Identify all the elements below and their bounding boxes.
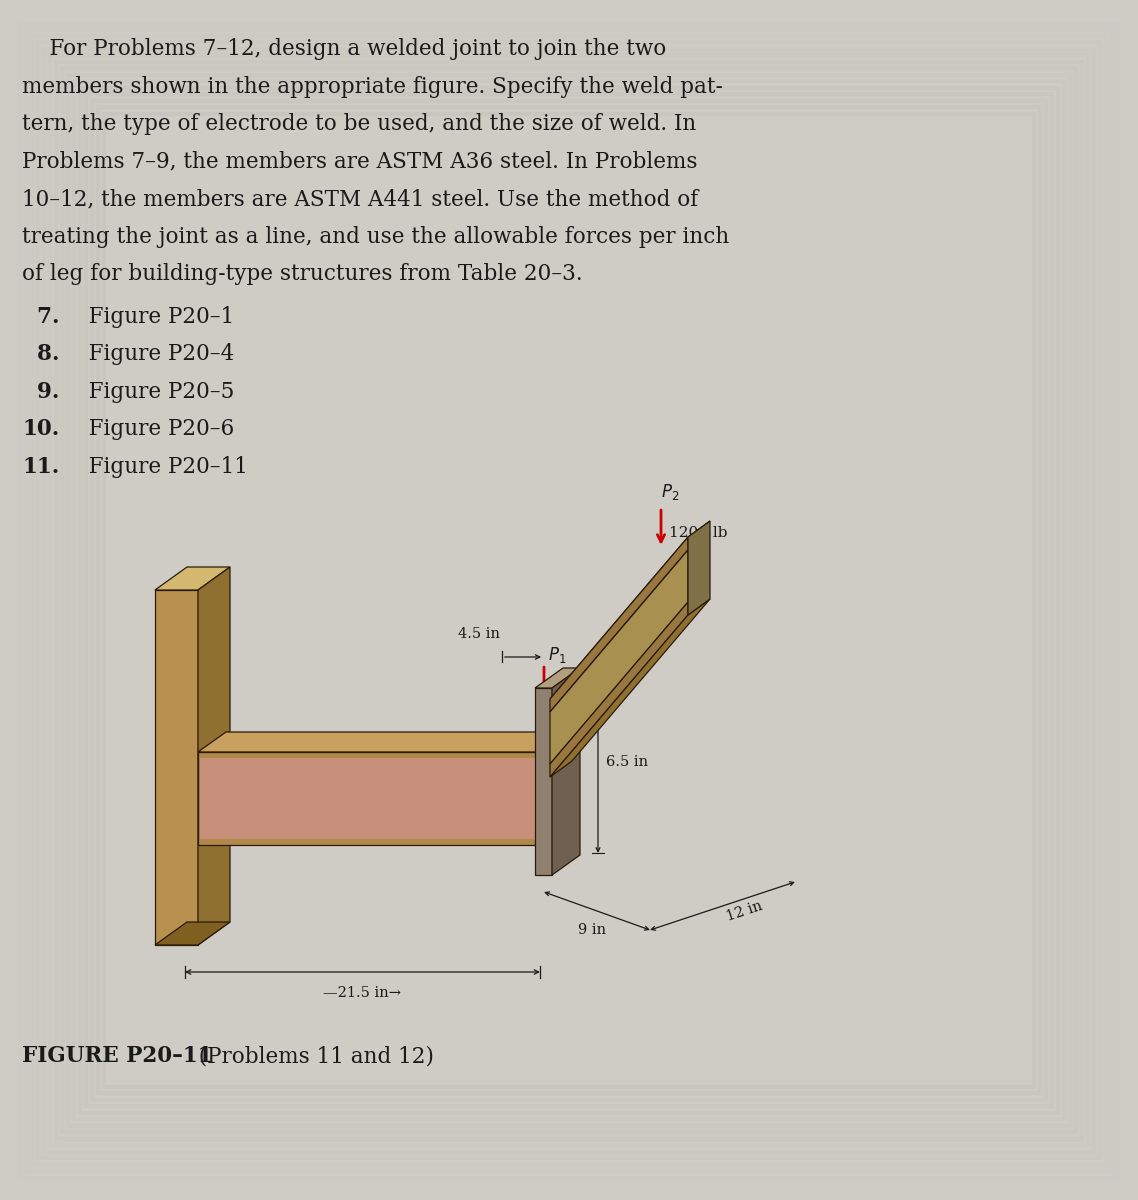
Text: For Problems 7–12, design a welded joint to join the two: For Problems 7–12, design a welded joint… <box>22 38 666 60</box>
Polygon shape <box>155 566 230 590</box>
Polygon shape <box>550 599 710 778</box>
Polygon shape <box>550 534 710 712</box>
Text: 3000 lb: 3000 lb <box>552 678 610 692</box>
Text: 11.: 11. <box>22 456 59 478</box>
Polygon shape <box>550 521 710 698</box>
Text: 9.: 9. <box>22 380 59 402</box>
Polygon shape <box>542 732 570 845</box>
Text: members shown in the appropriate figure. Specify the weld pat-: members shown in the appropriate figure.… <box>22 76 723 97</box>
Polygon shape <box>552 668 580 875</box>
Polygon shape <box>535 668 580 688</box>
Polygon shape <box>198 566 230 946</box>
Text: of leg for building-type structures from Table 20–3.: of leg for building-type structures from… <box>22 263 583 286</box>
Bar <box>92 101 1046 1099</box>
Text: 7.: 7. <box>22 306 59 328</box>
Polygon shape <box>200 758 541 839</box>
Bar <box>86 94 1052 1106</box>
Text: 10.: 10. <box>22 418 59 440</box>
Polygon shape <box>155 590 198 946</box>
Polygon shape <box>155 922 230 946</box>
Text: tern, the type of electrode to be used, and the size of weld. In: tern, the type of electrode to be used, … <box>22 113 696 134</box>
Bar <box>61 68 1077 1132</box>
Text: Figure P20–4: Figure P20–4 <box>75 343 234 365</box>
Text: $P_2$: $P_2$ <box>661 482 679 502</box>
Text: Figure P20–1: Figure P20–1 <box>75 306 234 328</box>
Text: 9 in: 9 in <box>578 923 607 937</box>
Text: 1200 lb: 1200 lb <box>669 526 727 540</box>
Text: Figure P20–6: Figure P20–6 <box>75 418 234 440</box>
Text: Figure P20–11: Figure P20–11 <box>75 456 248 478</box>
Text: 12 in: 12 in <box>725 899 765 924</box>
Text: 10–12, the members are ASTM A441 steel. Use the method of: 10–12, the members are ASTM A441 steel. … <box>22 188 699 210</box>
Bar <box>56 61 1082 1139</box>
Bar <box>68 74 1070 1126</box>
Text: $P_1$: $P_1$ <box>549 646 567 665</box>
Bar <box>104 114 1034 1086</box>
Text: 6.5 in: 6.5 in <box>607 755 649 768</box>
Polygon shape <box>688 521 710 614</box>
Polygon shape <box>550 602 688 778</box>
Polygon shape <box>550 550 688 764</box>
Text: Problems 7–9, the members are ASTM A36 steel. In Problems: Problems 7–9, the members are ASTM A36 s… <box>22 150 698 173</box>
Text: Figure P20–5: Figure P20–5 <box>75 380 234 402</box>
Polygon shape <box>198 752 542 845</box>
Bar <box>98 107 1040 1093</box>
Text: FIGURE P20–11: FIGURE P20–11 <box>22 1045 213 1067</box>
Polygon shape <box>550 538 688 712</box>
Bar <box>80 88 1058 1112</box>
Bar <box>74 80 1064 1118</box>
Polygon shape <box>535 688 552 875</box>
Text: —21.5 in→: —21.5 in→ <box>323 986 402 1000</box>
Text: 4.5 in: 4.5 in <box>457 626 500 641</box>
Text: treating the joint as a line, and use the allowable forces per inch: treating the joint as a line, and use th… <box>22 226 729 247</box>
Text: 8.: 8. <box>22 343 59 365</box>
Polygon shape <box>198 732 570 752</box>
Text: (Problems 11 and 12): (Problems 11 and 12) <box>185 1045 434 1067</box>
